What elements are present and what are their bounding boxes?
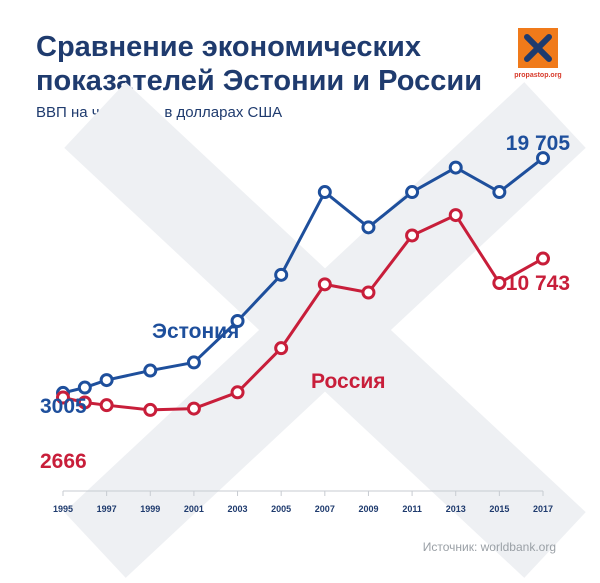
data-point <box>99 373 114 388</box>
data-point <box>536 151 550 166</box>
x-tick-label: 2007 <box>315 504 335 514</box>
data-point <box>405 185 420 200</box>
series-name-label: Эстония <box>152 320 239 343</box>
x-axis: 1995 1997 1999 2001 2003 2005 2007 2009 2011 2013… <box>53 490 553 514</box>
data-point <box>405 228 420 243</box>
x-tick-label: 2017 <box>533 504 553 514</box>
data-point <box>56 390 70 405</box>
start-value-label: 3005 <box>40 395 87 418</box>
series-name-label: Россия <box>311 370 386 393</box>
x-tick-label: 2009 <box>358 504 378 514</box>
data-point <box>448 208 463 223</box>
background-cross-watermark <box>64 82 586 578</box>
data-point <box>230 385 245 400</box>
start-value-label: 2666 <box>40 450 87 473</box>
x-tick-label: 1995 <box>53 504 73 514</box>
data-point <box>186 355 201 370</box>
x-tick-label: 2001 <box>184 504 204 514</box>
data-point <box>361 220 376 235</box>
data-point <box>143 363 158 378</box>
data-point <box>448 160 463 175</box>
chart-title: Сравнение экономических показателей Эсто… <box>36 31 483 97</box>
data-point <box>274 341 289 356</box>
data-point <box>492 275 507 290</box>
end-value-label: 10 743 <box>506 272 570 295</box>
data-point <box>143 402 158 417</box>
data-point <box>77 395 92 410</box>
x-tick-label: 2013 <box>446 504 466 514</box>
x-tick-label: 2015 <box>489 504 509 514</box>
logo-text: propastop.org <box>514 72 562 79</box>
series-layer <box>56 151 550 417</box>
data-point <box>317 185 332 200</box>
logo-box <box>518 28 558 68</box>
x-tick-label: 2011 <box>402 504 422 514</box>
cross-icon <box>524 34 552 62</box>
x-tick-label: 2005 <box>271 504 291 514</box>
end-value-label: 19 705 <box>506 132 571 155</box>
data-point <box>492 185 507 200</box>
data-point <box>536 251 550 266</box>
data-point <box>230 314 245 329</box>
data-point <box>361 285 376 300</box>
data-point <box>317 277 332 292</box>
propastop-logo: propastop.org <box>514 28 562 86</box>
data-point <box>77 380 92 395</box>
source-note: Источник: worldbank.org <box>422 540 556 554</box>
label-layer: Эстония 3005 19 705 Россия 2666 10 743 <box>40 132 570 473</box>
data-point <box>99 398 114 413</box>
data-point <box>274 267 289 282</box>
x-tick-label: 2003 <box>228 504 248 514</box>
x-tick-label: 1997 <box>97 504 117 514</box>
x-tick-label: 1999 <box>140 504 160 514</box>
data-point <box>186 401 201 416</box>
